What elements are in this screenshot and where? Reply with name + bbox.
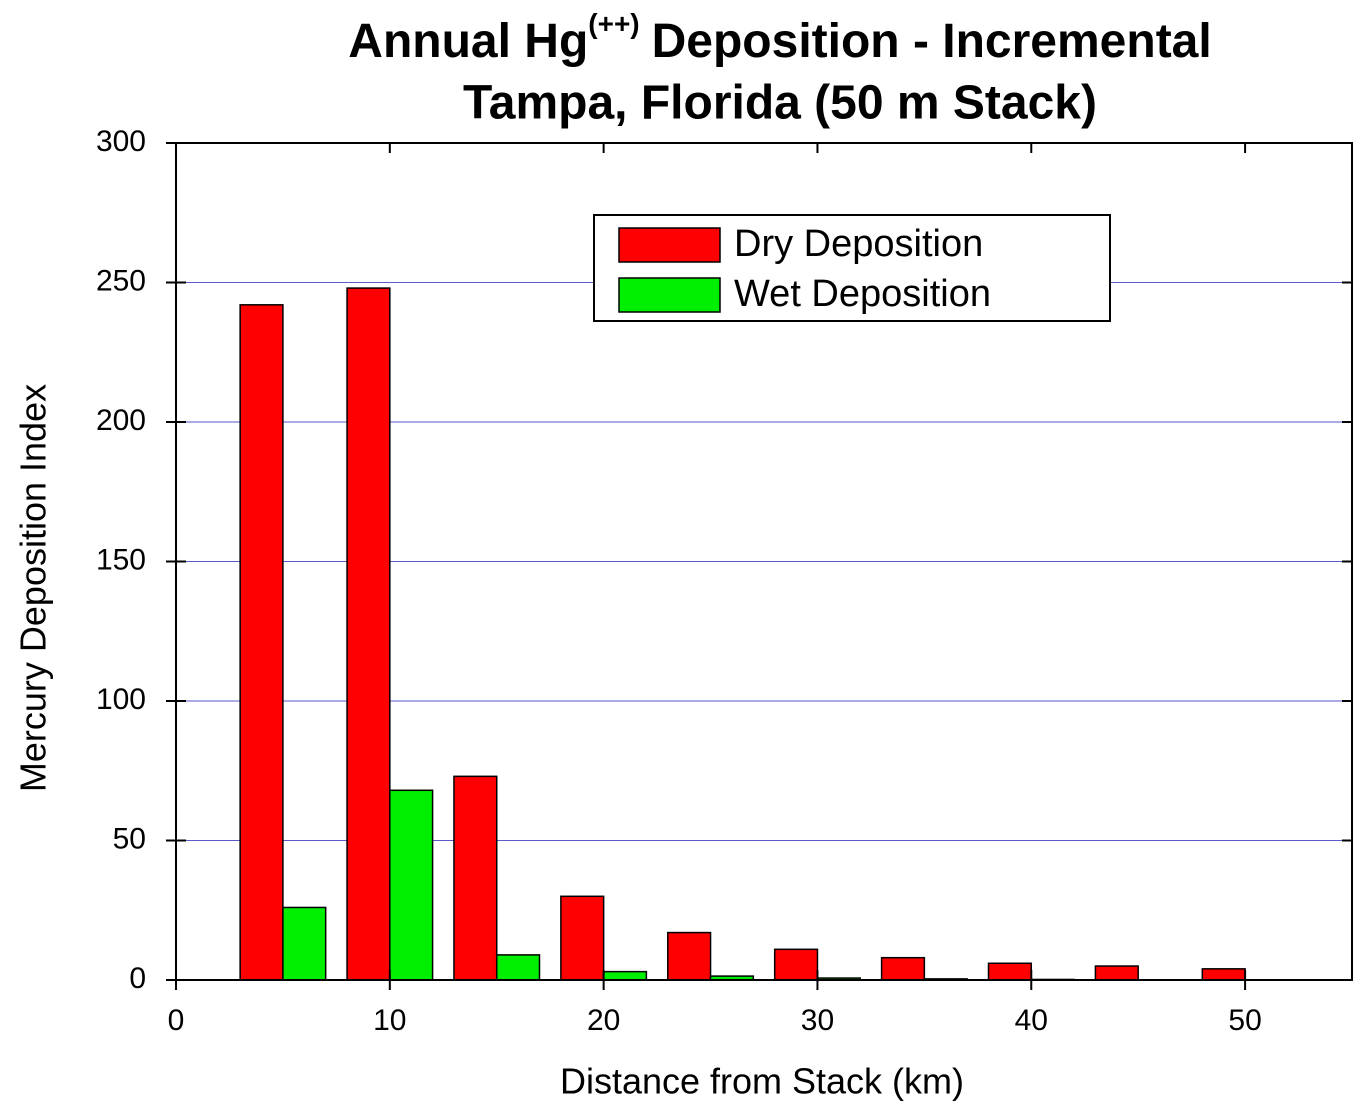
bar [346, 287, 391, 981]
y-tick-label: 150 [96, 543, 146, 576]
x-tick-label: 30 [801, 1004, 834, 1037]
bar [1094, 965, 1139, 981]
x-tick-label: 10 [373, 1004, 406, 1037]
bar [282, 906, 327, 981]
legend: Dry Deposition Wet Deposition [593, 214, 1111, 322]
y-tick-label: 100 [96, 683, 146, 716]
plot-frame [175, 142, 1353, 981]
x-tick-label: 50 [1228, 1004, 1261, 1037]
bar [667, 931, 712, 981]
bar [560, 895, 605, 981]
chart-title: Annual Hg(++) Deposition - Incremental [348, 8, 1211, 67]
y-tick-label: 0 [129, 962, 146, 995]
legend-label: Dry Deposition [734, 223, 983, 265]
legend-swatch [618, 277, 721, 313]
bar [987, 962, 1033, 981]
x-tick-label: 40 [1015, 1004, 1048, 1037]
y-tick-label: 300 [96, 125, 146, 158]
legend-label: Wet Deposition [734, 273, 991, 315]
y-tick-label: 50 [113, 822, 146, 855]
x-tick-label: 0 [168, 1004, 185, 1037]
bars [239, 287, 1246, 981]
chart-subtitle: Tampa, Florida (50 m Stack) [463, 77, 1097, 130]
title-superscript: (++) [588, 8, 639, 39]
bar [880, 956, 926, 981]
bar [773, 948, 819, 981]
bar [239, 304, 284, 981]
y-axis-label: Mercury Deposition Index [13, 384, 54, 792]
axes: 0 50 100 150 200 250 300 0 10 20 30 40 50 [96, 125, 1353, 1037]
bar [495, 954, 541, 981]
y-tick-label: 250 [96, 264, 146, 297]
bar [602, 970, 648, 981]
legend-swatch [618, 227, 721, 263]
bar [1201, 968, 1246, 981]
x-tick-label: 20 [587, 1004, 620, 1037]
title-rest: Deposition - Incremental [652, 15, 1212, 68]
title-main: Annual Hg [348, 15, 588, 68]
bar [389, 789, 434, 981]
x-axis-label: Distance from Stack (km) [560, 1061, 964, 1102]
bar [453, 775, 498, 981]
y-tick-label: 200 [96, 404, 146, 437]
